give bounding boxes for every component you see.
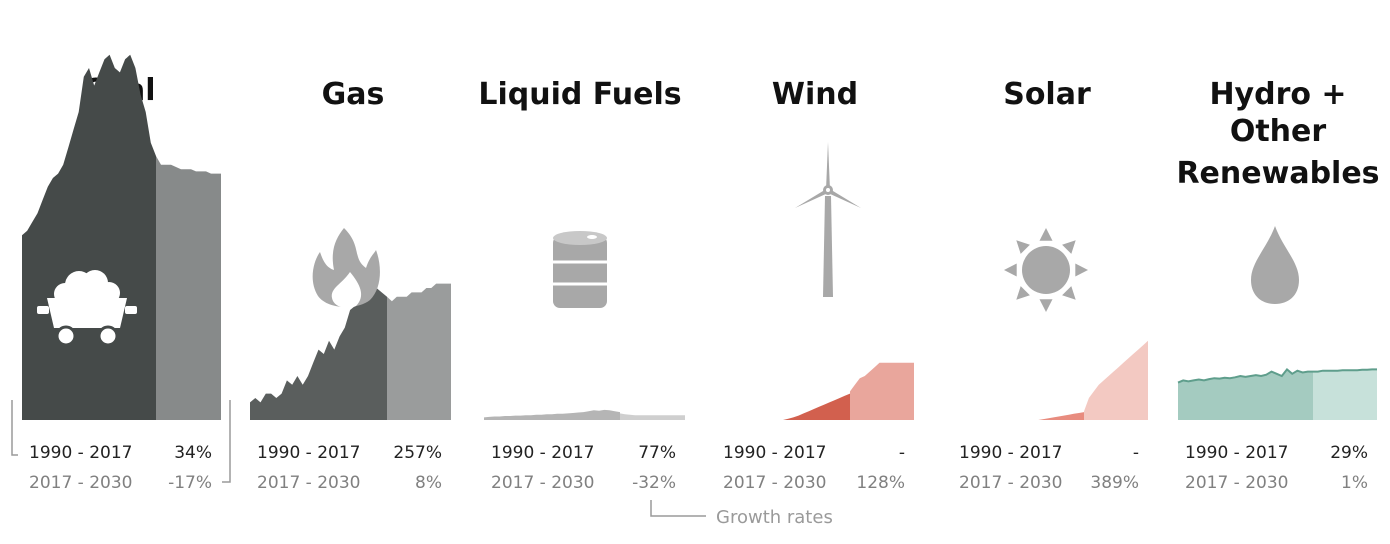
period-label-second: 2017 - 2030 [29,473,132,493]
area-projection-coal [156,156,221,420]
turbine-hub-center [826,188,830,192]
period-label-second: 2017 - 2030 [959,473,1062,493]
panel-title-wind: Wind [772,77,858,112]
period-label-first: 1990 - 2017 [1185,443,1288,463]
area-historical-liquid [484,409,620,420]
period-label-second: 2017 - 2030 [1185,473,1288,493]
sun-ray [1004,263,1017,277]
sun-ray [1016,240,1030,254]
legend-pointer [650,500,706,517]
area-projection-solar [1084,340,1148,420]
panel-title-hydro: Hydro + [1209,77,1346,112]
turbine-blade [828,188,861,208]
turbine-blade [795,188,828,208]
cart-wheel [55,325,77,347]
panel-title-hydro: Other [1230,114,1327,149]
water-drop-icon [1251,226,1299,304]
flame-inner [331,272,362,308]
legend-label: Growth rates [716,507,833,528]
panel-wind: Wind 1990 - 2017 - 2017 - 2030 128% [716,77,914,493]
growth-value-second: -17% [168,473,212,493]
growth-value-first: - [1133,443,1139,463]
cart-wheel [97,325,119,347]
area-historical-hydro [1178,369,1313,420]
period-label-first: 1990 - 2017 [959,443,1062,463]
growth-value-first: 77% [638,443,676,463]
sun-ray [1062,240,1076,254]
sun-ray [1039,228,1053,241]
sun-ray [1075,263,1088,277]
flame-shape [312,228,380,308]
sun-ray [1039,299,1053,312]
area-projection-hydro [1313,369,1377,420]
turbine-blade [826,142,830,190]
cart-handle-left [37,306,49,314]
panel-title-hydro: Renewables [1176,156,1379,191]
period-label-second: 2017 - 2030 [491,473,594,493]
area-historical-solar [952,412,1084,420]
area-historical-coal [22,54,156,421]
sun-ray [1062,286,1076,300]
panel-title-solar: Solar [1003,77,1091,112]
sun-disc [1022,246,1070,294]
area-historical-wind [716,393,850,420]
period-label-second: 2017 - 2030 [257,473,360,493]
barrel-top [553,231,607,245]
sun-ray [1016,286,1030,300]
growth-value-second: 128% [856,473,905,493]
panel-title-liquid: Liquid Fuels [478,77,681,112]
sun-icon [1004,228,1088,312]
line-projection-hydro [1313,368,1377,373]
growth-value-first: 257% [393,443,442,463]
mine-cart-icon [37,270,137,347]
growth-rates-legend: Growth rates [11,400,833,528]
oil-barrel-icon [553,231,607,308]
cart-handle-right [125,306,137,314]
growth-value-first: - [899,443,905,463]
panel-gas: Gas 1990 - 2017 257% 2017 - 2030 8% [250,77,451,493]
area-projection-liquid [620,413,685,420]
flame-icon [312,228,380,308]
growth-value-second: -32% [632,473,676,493]
barrel-cap [587,235,597,239]
growth-value-second: 389% [1090,473,1139,493]
growth-value-first: 29% [1330,443,1368,463]
panel-title-gas: Gas [322,77,385,112]
panel-hydro: Hydro +Other Renewables 1990 - 2017 29% 2017… [1176,77,1379,493]
growth-value-first: 34% [174,443,212,463]
cart-body [47,298,127,328]
period-label-first: 1990 - 2017 [723,443,826,463]
barrel-body [553,236,607,308]
period-label-first: 1990 - 2017 [29,443,132,463]
legend-bracket [11,400,231,483]
panel-solar: Solar 1990 - 2017 - 2017 - 2030 389% [952,77,1148,493]
period-label-first: 1990 - 2017 [491,443,594,463]
drop-shape [1251,226,1299,304]
growth-value-second: 8% [415,473,442,493]
area-historical-gas [250,288,387,420]
growth-value-second: 1% [1341,473,1368,493]
panel-liquid: Liquid Fuels 1990 - 2017 77% 2017 - 2030 -32… [478,77,685,493]
period-label-first: 1990 - 2017 [257,443,360,463]
area-projection-gas [387,283,451,420]
period-label-second: 2017 - 2030 [723,473,826,493]
turbine-tower [823,196,833,297]
area-projection-wind [850,362,914,420]
wind-turbine-icon [795,142,861,297]
line-historical-hydro [1177,367,1313,384]
